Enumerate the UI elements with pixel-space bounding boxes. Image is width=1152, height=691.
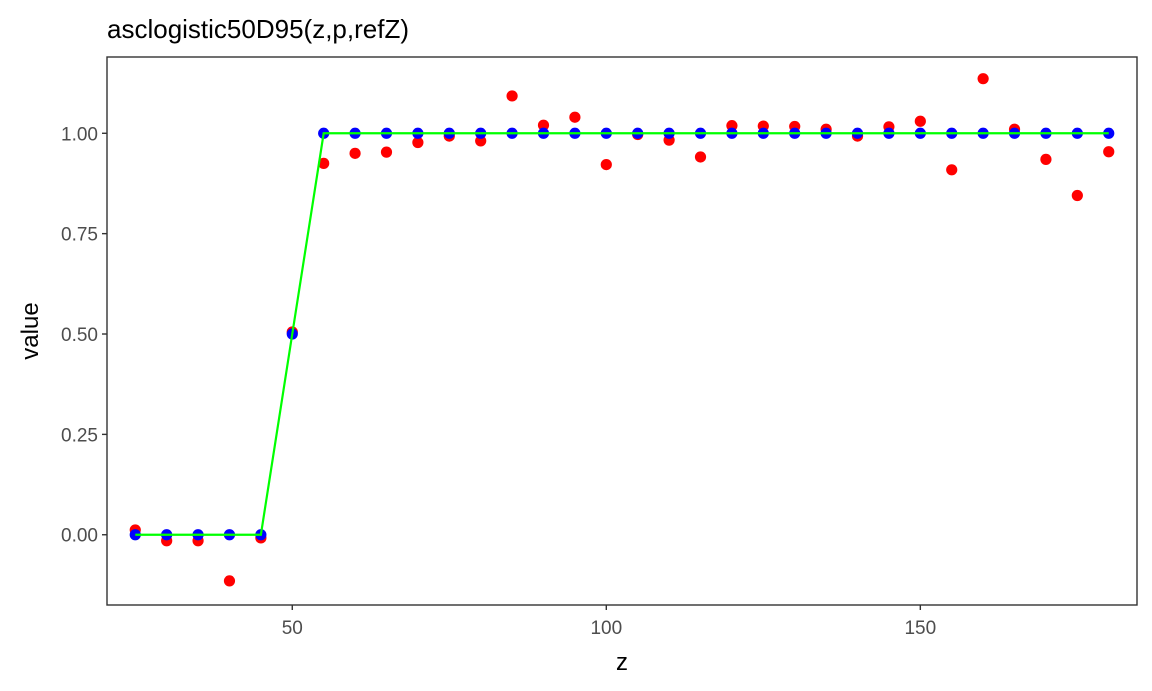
y-axis-title: value: [17, 302, 44, 359]
y-tick-label: 0.75: [61, 225, 98, 246]
observed-point: [1071, 189, 1083, 202]
y-tick-label: 0.25: [61, 425, 98, 446]
observed-point: [977, 73, 989, 85]
observed-point: [946, 164, 958, 176]
x-tick-label: 150: [904, 618, 936, 639]
y-tick-label: 0.50: [61, 325, 98, 346]
chart-title: asclogistic50D95(z,p,refZ): [107, 14, 409, 44]
y-axis: 0.00 0.25 0.50 0.75 1.00: [61, 124, 107, 547]
observed-point: [349, 147, 361, 159]
plot-panel: [106, 56, 1138, 606]
model-line: [135, 132, 1109, 536]
observed-point: [506, 90, 518, 102]
y-tick-label: 1.00: [61, 124, 98, 145]
x-axis-title: z: [616, 649, 628, 676]
x-tick-label: 100: [590, 618, 622, 639]
observed-point: [537, 119, 550, 131]
observed-point: [600, 158, 612, 171]
x-axis: 50 100 150: [282, 605, 936, 639]
observed-point: [694, 151, 707, 163]
observed-point: [1040, 153, 1052, 165]
x-tick-label: 50: [282, 618, 303, 639]
observed-point: [914, 115, 926, 127]
observed-point: [318, 157, 330, 169]
plot-area: [129, 73, 1115, 587]
observed-point: [1103, 146, 1115, 158]
observed-point: [412, 136, 424, 149]
observed-point: [569, 111, 581, 123]
observed-point: [380, 146, 393, 158]
observed-point: [223, 575, 236, 587]
y-tick-label: 0.00: [61, 526, 98, 547]
